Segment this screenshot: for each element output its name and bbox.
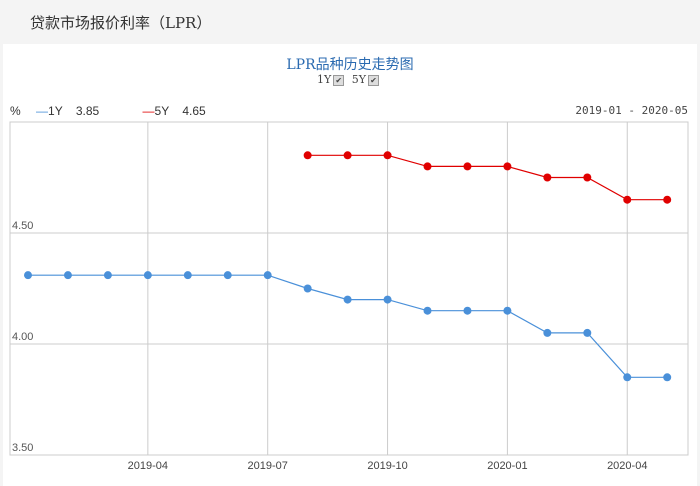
- legend-1y-swatch: —: [36, 104, 49, 118]
- data-point-5y: [423, 162, 432, 171]
- toggle-1y-label: 1Y: [316, 73, 332, 86]
- date-range: 2019-01 - 2020-05: [575, 104, 688, 117]
- data-point-5y: [463, 162, 472, 171]
- data-point-1y: [503, 306, 512, 315]
- toggle-5y-checkbox[interactable]: ✔: [368, 74, 380, 86]
- chart-title: LPR品种历史走势图: [286, 57, 414, 73]
- chart-panel: [3, 44, 697, 486]
- data-point-5y: [503, 162, 512, 171]
- data-point-5y: [543, 173, 552, 182]
- page-title: 贷款市场报价利率（LPR）: [30, 14, 212, 32]
- data-point-5y: [583, 173, 592, 182]
- legend-1y-value: 3.85: [75, 104, 100, 118]
- data-point-5y: [663, 195, 672, 204]
- plot-area: [9, 121, 689, 456]
- data-point-1y: [24, 271, 32, 280]
- data-point-1y: [463, 306, 472, 315]
- data-point-1y: [583, 328, 592, 337]
- x-tick-label: 2020-04: [607, 460, 647, 472]
- y-tick-label: 4.50: [12, 220, 33, 232]
- data-point-1y: [343, 295, 352, 304]
- unit-label: %: [10, 104, 21, 118]
- toggle-1y-checkbox[interactable]: ✔: [333, 74, 345, 86]
- legend-5y-swatch: —: [142, 104, 155, 118]
- series-line-1y: [28, 274, 668, 378]
- data-point-1y: [63, 271, 72, 280]
- legend-5y-name: 5Y: [154, 104, 169, 118]
- toggle-5y-label: 5Y: [351, 73, 367, 86]
- y-tick-label: 3.50: [12, 442, 33, 454]
- data-point-1y: [263, 271, 272, 280]
- data-point-1y: [543, 328, 552, 337]
- data-point-1y: [103, 271, 112, 280]
- series-line-5y: [307, 154, 668, 201]
- data-point-5y: [623, 195, 632, 204]
- data-point-1y: [663, 373, 672, 382]
- x-tick-label: 2019-07: [248, 460, 288, 472]
- data-point-1y: [383, 295, 392, 304]
- data-point-1y: [303, 284, 312, 293]
- data-point-1y: [143, 271, 152, 280]
- legend-1y-name: 1Y: [48, 104, 63, 118]
- series-toggles: 1Y ✔ 5Y ✔: [0, 73, 700, 86]
- data-point-5y: [303, 151, 312, 160]
- data-point-1y: [423, 306, 432, 315]
- legend-5y-value: 4.65: [182, 104, 206, 118]
- x-tick-label: 2019-04: [128, 460, 168, 472]
- data-point-1y: [623, 373, 632, 382]
- data-point-5y: [343, 151, 352, 160]
- data-point-1y: [183, 271, 192, 280]
- data-point-1y: [223, 271, 232, 280]
- y-tick-label: 4.00: [12, 331, 33, 343]
- x-tick-label: 2019-10: [367, 460, 407, 472]
- legend: % —1Y 3.85 —5Y 4.65: [10, 104, 206, 118]
- x-tick-label: 2020-01: [487, 460, 527, 472]
- data-point-5y: [383, 151, 392, 160]
